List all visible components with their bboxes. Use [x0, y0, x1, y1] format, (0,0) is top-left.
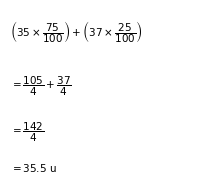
Text: $=\dfrac{142}{4}$: $=\dfrac{142}{4}$	[10, 121, 45, 144]
Text: $=\dfrac{105}{4}+\dfrac{37}{4}$: $=\dfrac{105}{4}+\dfrac{37}{4}$	[10, 74, 72, 98]
Text: $= 35.5\ \mathrm{u}$: $= 35.5\ \mathrm{u}$	[10, 162, 57, 174]
Text: $\left(35\times\dfrac{75}{100}\right)+\left(37\times\dfrac{25}{100}\right)$: $\left(35\times\dfrac{75}{100}\right)+\l…	[10, 19, 142, 45]
